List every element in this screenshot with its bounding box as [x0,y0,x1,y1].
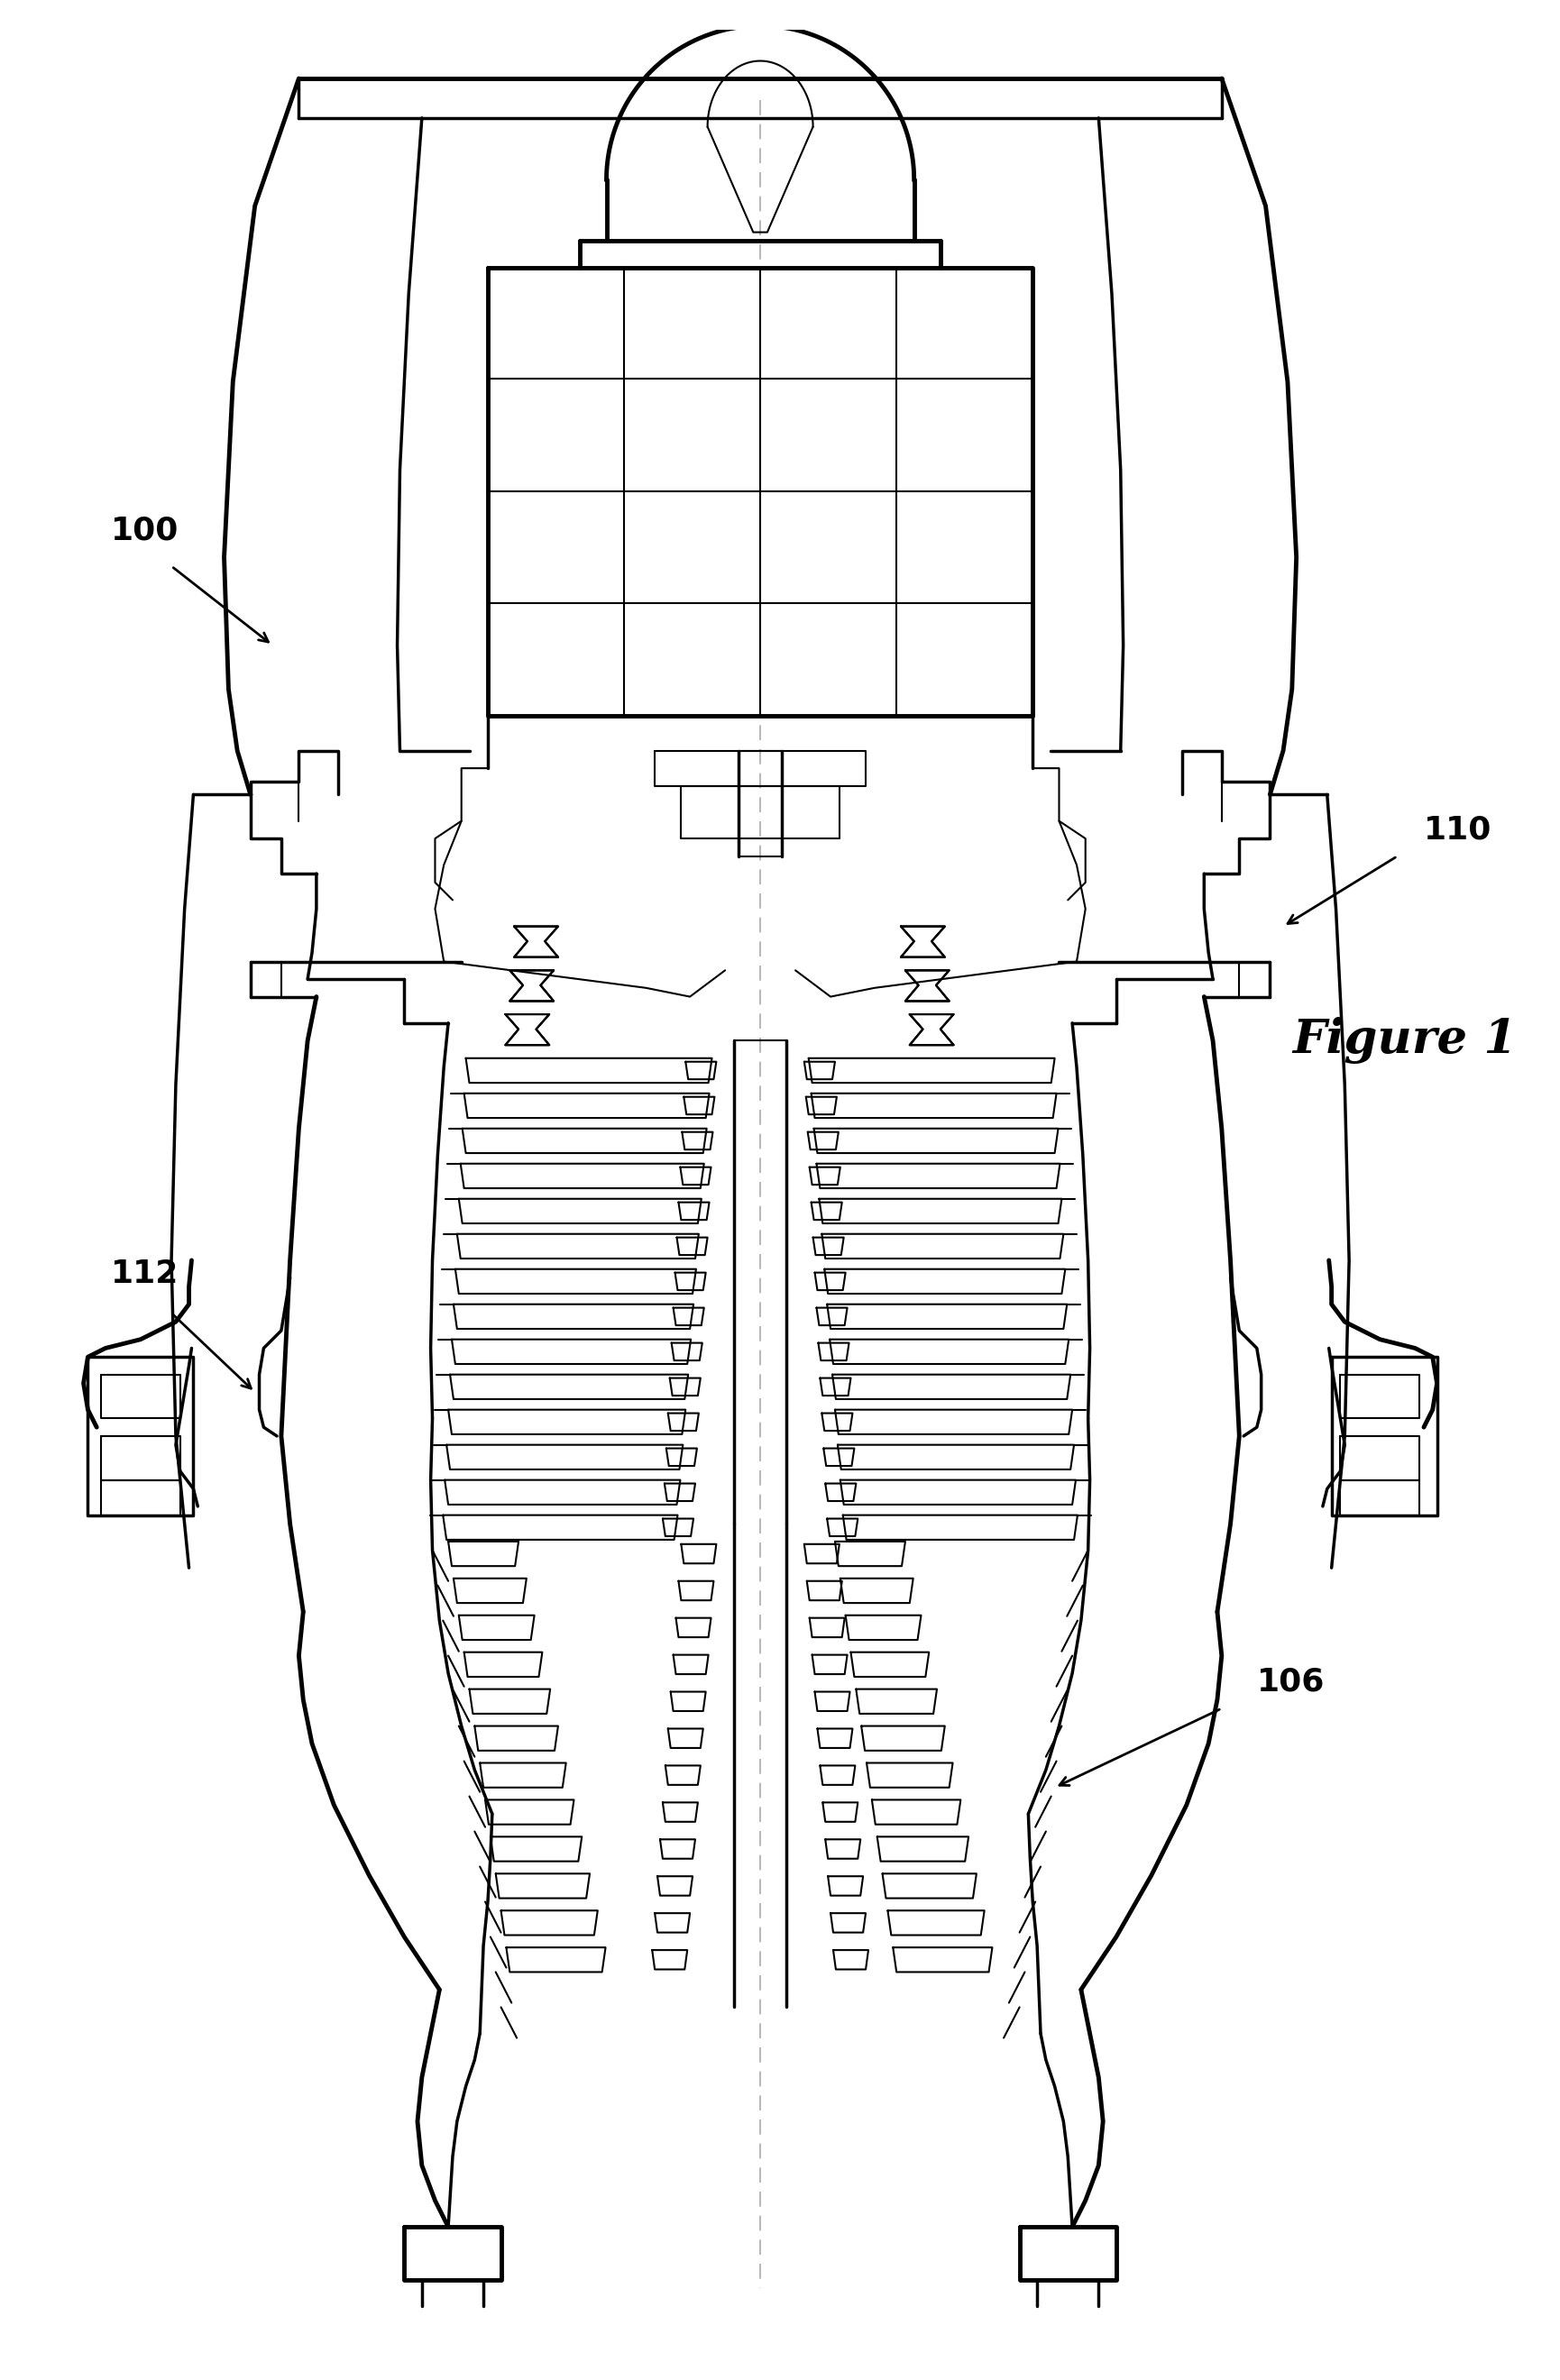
Text: 106: 106 [1256,1666,1324,1697]
Text: 112: 112 [111,1259,179,1290]
Text: Figure 1: Figure 1 [1292,1016,1516,1064]
Text: 100: 100 [111,516,179,547]
Text: 110: 110 [1423,814,1491,845]
